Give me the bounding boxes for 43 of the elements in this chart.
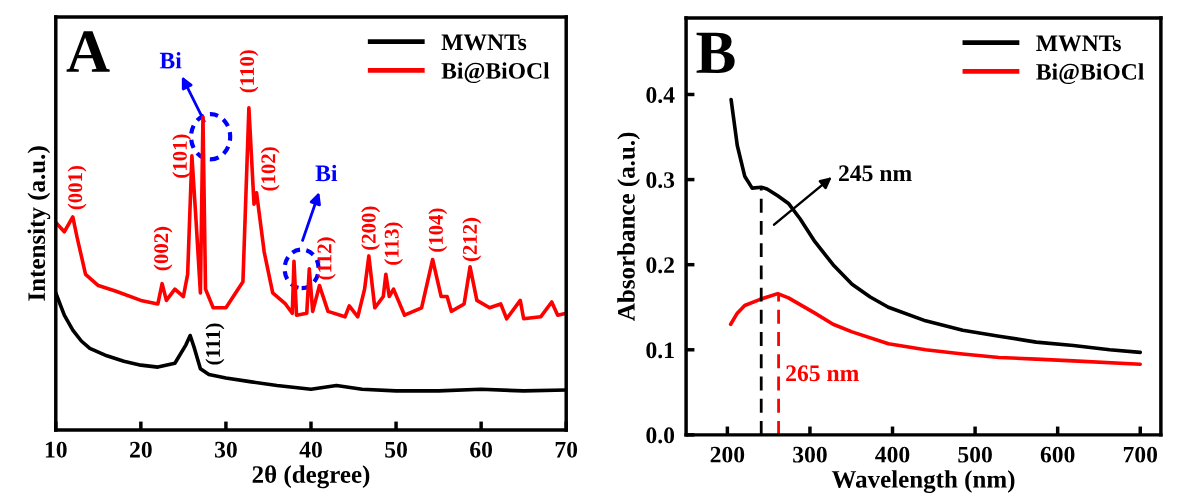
- annotation: 245 nm: [839, 165, 912, 182]
- legend-label: MWNTs: [441, 34, 527, 51]
- annotation: B: [696, 32, 735, 73]
- x-tick-label: 10: [45, 441, 67, 458]
- y-tick-label: 0.1: [646, 342, 674, 359]
- y-tick-label: 0.2: [646, 257, 674, 274]
- y-tick-label: 0.4: [646, 86, 675, 104]
- x-tick-label: 60: [470, 441, 493, 458]
- annotation: (002): [153, 226, 173, 271]
- x-tick-label: 40: [299, 441, 322, 458]
- text: Bi: [159, 51, 182, 69]
- x-tick-label: 400: [875, 446, 910, 463]
- annotation: (112): [316, 237, 336, 280]
- x-tick-label: 200: [710, 446, 745, 463]
- y-tick-label: 0.3: [646, 172, 675, 189]
- annotation: (001): [67, 165, 87, 210]
- x-tick-label: 20: [130, 441, 152, 458]
- annotation: (212): [462, 217, 482, 262]
- text: (110): [239, 50, 259, 93]
- x-axis-title: Wavelength (nm): [831, 470, 1015, 494]
- x-tick-label: 50: [385, 441, 407, 458]
- x-tick-label: 30: [215, 441, 237, 458]
- legend-label: Bi@BiOCl: [1036, 63, 1144, 85]
- annotation: (113): [384, 222, 403, 265]
- annotation: (111): [205, 323, 225, 365]
- x-tick-label: 700: [1123, 446, 1158, 463]
- x-axis-title: 2θ (degree): [252, 465, 370, 489]
- legend-label: Bi@BiOCl: [441, 62, 550, 84]
- annotation: 265 nm: [786, 365, 859, 382]
- y-axis-title: Absorbance (a.u.): [617, 132, 640, 321]
- annotation: Bi: [315, 164, 338, 182]
- y-tick-label: 0.0: [646, 427, 675, 444]
- annotation: (104): [428, 208, 448, 252]
- y-axis-title: Intensity (a.u.): [27, 146, 51, 301]
- text: A: [66, 31, 110, 72]
- legend-label: MWNTs: [1036, 35, 1121, 52]
- x-tick-label: 300: [793, 446, 827, 463]
- x-tick-label: 500: [958, 446, 992, 463]
- x-tick-label: 70: [555, 441, 578, 458]
- annotation: (200): [361, 206, 380, 250]
- annotation: (102): [260, 147, 280, 191]
- x-tick-label: 600: [1040, 446, 1075, 463]
- annotation: (101): [172, 134, 192, 178]
